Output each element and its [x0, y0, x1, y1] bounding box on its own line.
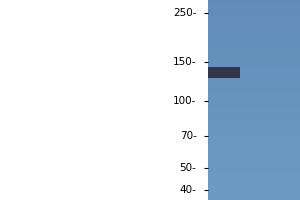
Bar — [208, 36, 300, 40]
Bar — [208, 26, 300, 30]
Bar — [208, 31, 300, 35]
Bar — [208, 21, 300, 25]
Bar — [208, 116, 300, 120]
Bar — [208, 169, 300, 172]
Bar — [208, 146, 300, 150]
Bar — [208, 119, 300, 122]
Bar — [208, 9, 300, 12]
Bar — [208, 176, 300, 180]
Bar — [208, 6, 300, 10]
Bar — [208, 4, 300, 7]
Text: 70-: 70- — [180, 131, 196, 141]
Text: 150-: 150- — [173, 57, 196, 67]
Bar — [208, 174, 300, 178]
Text: 250-: 250- — [173, 8, 196, 18]
Bar — [208, 11, 300, 15]
Bar — [208, 192, 300, 195]
Bar — [208, 149, 300, 152]
Bar — [208, 24, 300, 27]
Bar — [208, 182, 300, 185]
Bar — [208, 186, 300, 190]
Bar — [208, 121, 300, 125]
Text: 100-: 100- — [173, 96, 196, 106]
Bar — [208, 86, 300, 90]
Bar — [208, 54, 300, 58]
Bar — [208, 49, 300, 52]
Bar — [208, 189, 300, 192]
Bar — [208, 77, 300, 80]
Bar — [208, 82, 300, 85]
Bar — [208, 104, 300, 108]
Bar — [208, 106, 300, 110]
Text: 50-: 50- — [180, 163, 196, 173]
Bar — [208, 46, 300, 50]
Bar — [208, 184, 300, 188]
Bar — [208, 0, 300, 2]
Bar — [208, 74, 300, 77]
Bar — [208, 94, 300, 98]
Bar — [208, 44, 300, 47]
Bar — [208, 154, 300, 158]
Bar — [208, 62, 300, 65]
Bar — [208, 51, 300, 55]
Bar — [208, 64, 300, 68]
Bar — [208, 14, 300, 18]
Bar — [208, 79, 300, 82]
Bar — [208, 129, 300, 132]
Bar — [208, 42, 300, 45]
Bar — [208, 72, 300, 75]
Bar — [208, 152, 300, 155]
Bar — [208, 92, 300, 95]
Bar — [208, 179, 300, 182]
Bar — [208, 56, 300, 60]
Bar — [208, 196, 300, 200]
Bar — [208, 99, 300, 102]
Bar — [208, 1, 300, 5]
Bar — [208, 136, 300, 140]
Bar — [208, 34, 300, 38]
Bar — [208, 17, 300, 20]
Bar — [208, 127, 300, 130]
Text: 40-: 40- — [180, 185, 196, 195]
Bar — [208, 159, 300, 162]
Bar — [208, 66, 300, 70]
Bar — [208, 164, 300, 168]
Bar — [208, 194, 300, 198]
Bar — [208, 97, 300, 100]
Bar — [208, 139, 300, 142]
Bar — [208, 114, 300, 117]
Bar — [208, 132, 300, 135]
Bar — [208, 67, 240, 78]
Bar — [208, 166, 300, 170]
Bar — [208, 142, 300, 145]
Bar — [208, 162, 300, 165]
Bar — [208, 89, 300, 92]
Bar — [208, 29, 300, 32]
Bar — [208, 156, 300, 160]
Bar — [208, 109, 300, 112]
Bar — [208, 144, 300, 148]
Bar — [208, 171, 300, 175]
Bar — [208, 19, 300, 22]
Bar — [208, 69, 300, 73]
Bar — [208, 134, 300, 138]
Bar — [208, 102, 300, 105]
Bar — [208, 112, 300, 115]
Bar — [208, 124, 300, 128]
Bar — [208, 84, 300, 88]
Bar — [208, 59, 300, 62]
Bar — [208, 39, 300, 43]
